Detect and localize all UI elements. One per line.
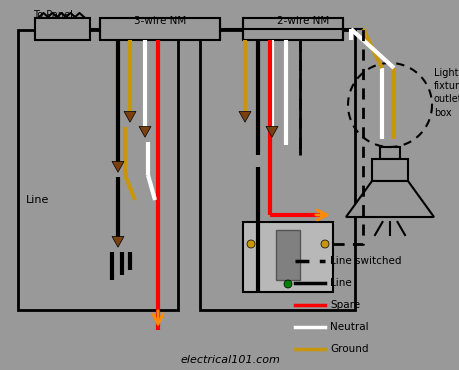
Text: Ground: Ground: [329, 344, 368, 354]
Bar: [242, 222, 332, 292]
Polygon shape: [139, 127, 151, 137]
Polygon shape: [124, 111, 136, 122]
Bar: [379, 147, 399, 159]
Bar: [242, 18, 342, 40]
Bar: [200, 30, 354, 310]
Bar: [275, 230, 299, 280]
Bar: [371, 159, 407, 181]
Text: 2-wire NM: 2-wire NM: [276, 16, 328, 26]
Polygon shape: [345, 181, 433, 217]
Polygon shape: [239, 111, 251, 122]
Circle shape: [246, 240, 254, 248]
Text: To Panel: To Panel: [33, 10, 73, 20]
Text: Line: Line: [26, 195, 49, 205]
Circle shape: [283, 280, 291, 288]
Bar: [18, 30, 178, 310]
Polygon shape: [265, 127, 277, 137]
Bar: [35, 18, 90, 40]
Text: electrical101.com: electrical101.com: [179, 355, 280, 365]
Text: Light
fixture
outlet
box: Light fixture outlet box: [433, 68, 459, 118]
Text: Spare: Spare: [329, 300, 359, 310]
Text: Neutral: Neutral: [329, 322, 368, 332]
Text: Line switched: Line switched: [329, 256, 401, 266]
Bar: [100, 18, 219, 40]
Polygon shape: [112, 161, 124, 172]
Circle shape: [320, 240, 328, 248]
Polygon shape: [112, 236, 124, 247]
Text: Line: Line: [329, 278, 351, 288]
Text: 3-wire NM: 3-wire NM: [134, 16, 186, 26]
